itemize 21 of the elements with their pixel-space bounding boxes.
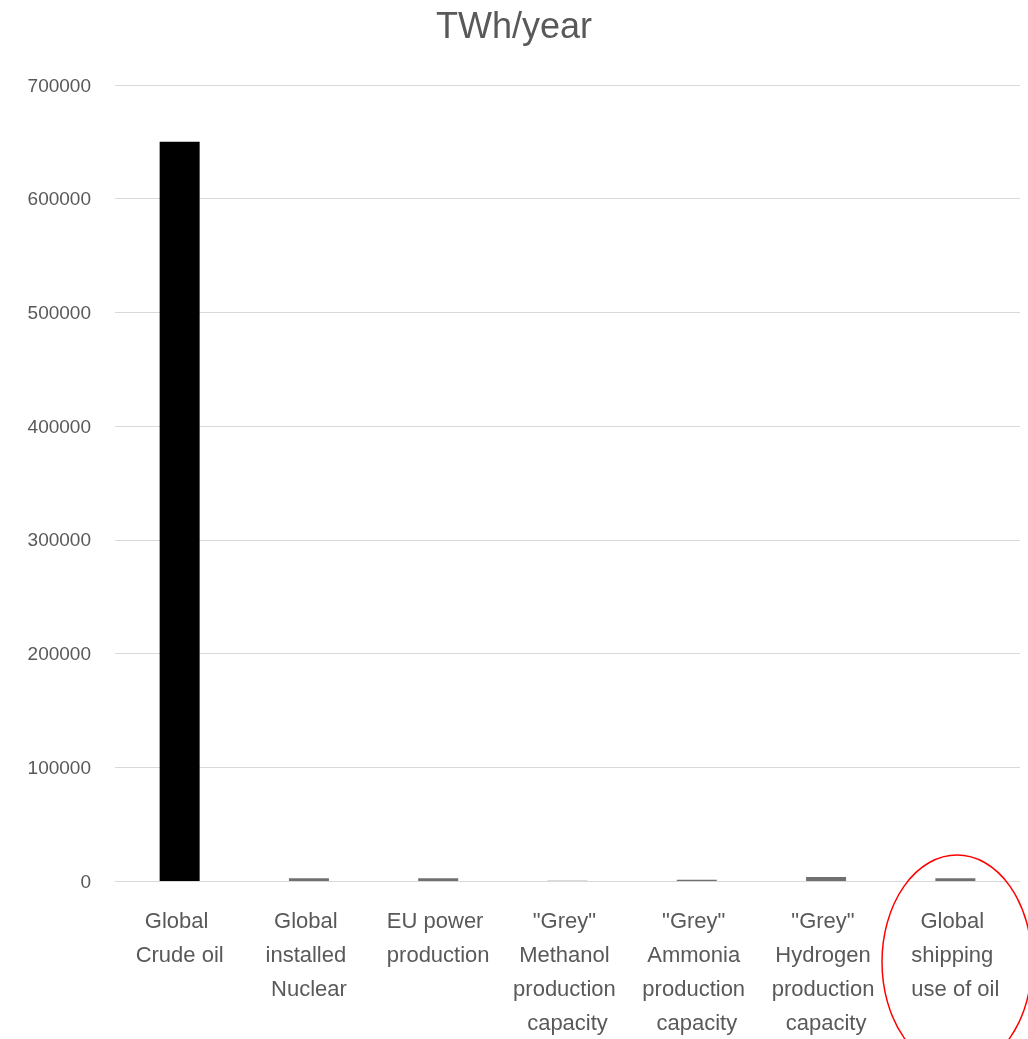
bar	[806, 877, 847, 881]
y-tick-label: 600000	[27, 188, 91, 210]
y-tick-label: 100000	[27, 756, 91, 778]
y-tick-label: 0	[80, 870, 91, 892]
bar	[159, 141, 200, 881]
x-tick-label: "Grey" Methanol production capacity	[513, 907, 622, 1035]
y-tick-label: 500000	[27, 301, 91, 323]
bar	[288, 878, 329, 881]
bar	[935, 878, 976, 881]
y-tick-label: 400000	[27, 415, 91, 437]
y-tick-label: 300000	[27, 529, 91, 551]
x-tick-label: "Grey" Hydrogen production capacity	[771, 907, 881, 1035]
chart-title: TWh/year	[435, 4, 593, 46]
x-tick-label: Global installed Nuclear	[265, 907, 353, 1001]
x-tick-label: "Grey" Ammonia production capacity	[642, 907, 752, 1035]
y-tick-label: 700000	[27, 74, 91, 96]
x-tick-label: Global Crude oil	[135, 907, 224, 967]
x-tick-label: Global shipping use of oil	[911, 907, 1000, 1001]
x-tick-label: EU power production	[386, 907, 490, 967]
y-tick-label: 200000	[27, 643, 91, 665]
bar	[418, 878, 459, 881]
